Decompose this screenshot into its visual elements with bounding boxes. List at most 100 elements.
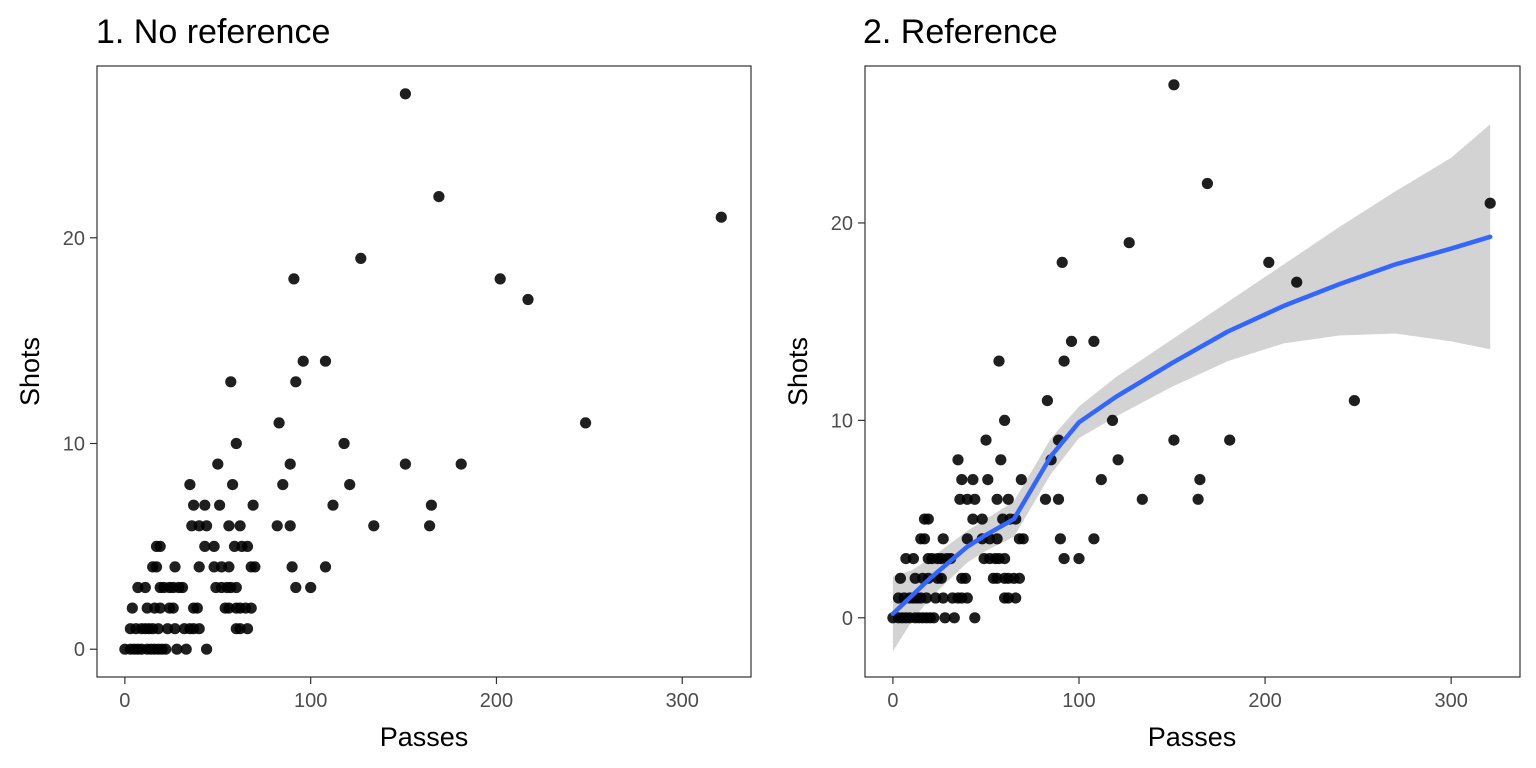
data-point bbox=[920, 592, 933, 604]
data-point bbox=[424, 520, 436, 532]
data-point bbox=[1058, 355, 1070, 367]
data-point bbox=[290, 581, 302, 594]
data-point bbox=[214, 499, 226, 511]
data-point bbox=[967, 474, 979, 486]
data-point bbox=[169, 561, 181, 573]
data-point bbox=[319, 355, 332, 367]
data-point bbox=[995, 454, 1007, 466]
data-point bbox=[225, 376, 237, 388]
data-point bbox=[290, 376, 302, 388]
data-point bbox=[961, 592, 973, 604]
data-point bbox=[1263, 256, 1275, 268]
data-point bbox=[154, 540, 166, 553]
smooth-line bbox=[890, 234, 1493, 617]
data-point bbox=[937, 533, 949, 545]
data-point bbox=[1192, 493, 1204, 505]
data-point bbox=[1136, 493, 1148, 505]
data-point bbox=[230, 581, 242, 594]
data-point bbox=[160, 643, 172, 655]
data-point bbox=[715, 211, 727, 223]
data-point bbox=[139, 581, 151, 594]
x-tick-label: 0 bbox=[887, 690, 898, 712]
data-point bbox=[1168, 434, 1180, 446]
data-point bbox=[319, 561, 332, 573]
data-point bbox=[1015, 474, 1027, 486]
data-point bbox=[1054, 533, 1066, 545]
panel-title: 2. Reference bbox=[863, 13, 1058, 51]
data-point bbox=[993, 355, 1005, 367]
y-axis-label: Shots bbox=[15, 337, 45, 406]
panel-reference: 2. Reference 0 100 200 300 0 10 20 Passes Sho… bbox=[783, 13, 1521, 752]
data-point bbox=[249, 561, 261, 573]
data-point bbox=[1065, 335, 1078, 347]
data-point bbox=[176, 581, 189, 594]
data-point bbox=[227, 479, 239, 491]
data-point bbox=[894, 572, 907, 584]
data-point bbox=[455, 458, 467, 470]
data-point bbox=[199, 499, 211, 511]
data-point bbox=[338, 437, 350, 450]
data-point bbox=[425, 499, 437, 511]
data-point bbox=[580, 417, 592, 429]
data-point bbox=[199, 540, 211, 553]
x-tick-label: 300 bbox=[1434, 690, 1467, 712]
data-point bbox=[922, 513, 934, 525]
y-tick-label: 0 bbox=[842, 608, 853, 630]
data-point bbox=[150, 561, 163, 573]
data-point bbox=[154, 602, 166, 614]
data-point bbox=[368, 520, 380, 532]
x-tick-label: 100 bbox=[294, 690, 327, 712]
data-point bbox=[212, 458, 224, 470]
data-point bbox=[937, 592, 949, 604]
x-axis-label: Passes bbox=[380, 722, 469, 752]
data-point bbox=[188, 499, 200, 511]
data-point bbox=[1039, 493, 1052, 505]
data-point bbox=[991, 533, 1003, 545]
confidence-band bbox=[892, 124, 1491, 652]
data-point bbox=[286, 561, 298, 573]
data-point bbox=[234, 520, 246, 532]
data-point bbox=[1056, 256, 1068, 268]
data-point bbox=[1194, 474, 1206, 486]
data-point bbox=[344, 479, 356, 491]
data-point bbox=[969, 612, 981, 624]
data-point bbox=[241, 623, 254, 635]
data-point bbox=[191, 602, 203, 614]
y-tick-label: 10 bbox=[831, 410, 853, 432]
data-point bbox=[948, 612, 960, 624]
data-point bbox=[305, 581, 317, 594]
data-point bbox=[1106, 414, 1119, 426]
data-point bbox=[223, 520, 235, 532]
data-point bbox=[991, 493, 1003, 505]
data-point bbox=[1013, 572, 1025, 584]
data-point bbox=[230, 437, 242, 450]
data-point bbox=[999, 553, 1011, 565]
data-point bbox=[1041, 395, 1053, 407]
data-point bbox=[1291, 276, 1303, 288]
plot-frame bbox=[96, 65, 752, 678]
data-point bbox=[171, 643, 183, 655]
data-point bbox=[208, 540, 220, 553]
x-tick-label: 100 bbox=[1062, 690, 1095, 712]
data-point bbox=[1017, 533, 1029, 545]
data-point bbox=[126, 602, 138, 614]
data-point bbox=[1088, 533, 1100, 545]
data-point bbox=[223, 561, 235, 573]
data-point bbox=[288, 273, 300, 285]
data-point bbox=[907, 553, 920, 565]
data-point bbox=[180, 643, 192, 655]
data-point bbox=[169, 623, 181, 635]
data-point bbox=[935, 572, 947, 584]
data-point bbox=[952, 454, 964, 466]
data-point bbox=[241, 540, 254, 553]
data-point bbox=[1088, 335, 1100, 347]
data-point bbox=[284, 458, 296, 470]
data-point bbox=[1201, 177, 1213, 190]
data-point bbox=[184, 479, 196, 491]
data-point bbox=[928, 612, 940, 624]
data-point bbox=[1010, 592, 1022, 604]
data-point bbox=[1058, 553, 1070, 565]
data-point bbox=[271, 520, 283, 532]
